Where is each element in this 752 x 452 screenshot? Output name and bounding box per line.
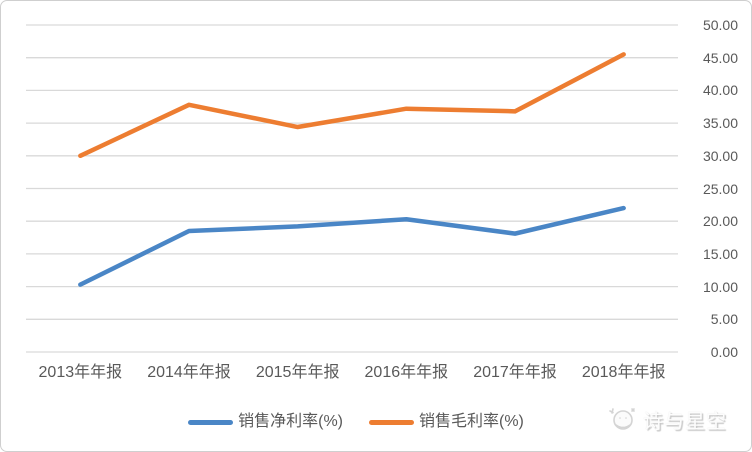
y-tick-label: 10.00 <box>702 278 738 295</box>
series-line-0 <box>78 205 626 287</box>
y-tick-label: 35.00 <box>702 115 738 132</box>
y-tick-label: 5.00 <box>710 311 738 328</box>
legend-item-1: 销售毛利率(%) <box>369 412 524 432</box>
y-tick-label: 50.00 <box>702 17 738 33</box>
chart-legend: 销售净利率(%) 销售毛利率(%) <box>1 412 711 432</box>
y-tick-label: 45.00 <box>702 49 738 66</box>
legend-item-0: 销售净利率(%) <box>188 412 343 432</box>
legend-line-sample <box>369 419 414 425</box>
x-tick-label: 2018年年报 <box>581 364 666 381</box>
legend-line-sample <box>188 419 234 425</box>
legend-label: 销售毛利率(%) <box>419 413 524 430</box>
y-tick-label: 30.00 <box>702 147 738 164</box>
y-tick-label: 40.00 <box>702 82 738 99</box>
y-tick-label: 0.00 <box>710 344 738 360</box>
x-tick-label: 2017年年报 <box>473 364 557 381</box>
x-tick-label: 2015年年报 <box>255 364 340 381</box>
x-tick-label: 2014年年报 <box>147 364 231 381</box>
x-tick-label: 2013年年报 <box>38 364 123 381</box>
y-tick-label: 15.00 <box>702 245 738 262</box>
x-tick-label: 2016年年报 <box>364 364 449 381</box>
y-tick-label: 20.00 <box>702 213 738 230</box>
y-tick-label: 25.00 <box>702 180 738 197</box>
legend-label: 销售净利率(%) <box>238 413 343 430</box>
series-line-1 <box>78 52 626 159</box>
